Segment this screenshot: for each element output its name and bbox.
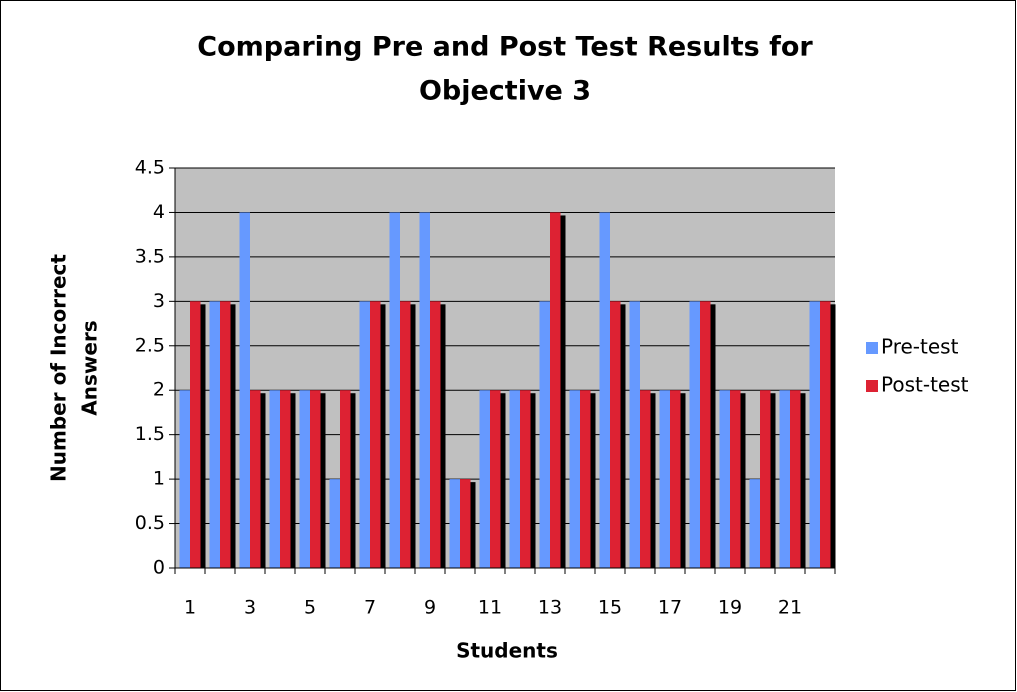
y-tick-label: 0	[153, 557, 165, 579]
bar	[299, 390, 310, 568]
bar	[329, 479, 340, 568]
x-tick-label: 15	[598, 597, 622, 619]
chart-title: Comparing Pre and Post Test Results for	[197, 32, 813, 63]
x-tick-label: 9	[424, 597, 436, 619]
x-tick-label: 19	[718, 597, 742, 619]
x-tick-label: 11	[478, 597, 502, 619]
bar	[730, 390, 741, 568]
bar	[430, 301, 441, 568]
bar-shadow	[680, 393, 686, 568]
chart-title: Objective 3	[419, 76, 591, 107]
bar	[520, 390, 531, 568]
bar-shadow	[530, 393, 536, 568]
bar-shadow	[620, 304, 626, 568]
bar	[449, 479, 460, 568]
bar-shadow	[740, 393, 746, 568]
bar-shadow	[320, 393, 326, 568]
bar	[280, 390, 291, 568]
legend-swatch	[866, 380, 878, 392]
bar	[340, 390, 351, 568]
bar	[359, 301, 370, 568]
bar	[779, 390, 790, 568]
bar	[629, 301, 640, 568]
y-tick-label: 4.5	[135, 157, 165, 179]
bar-shadow	[260, 393, 266, 568]
bar	[809, 301, 820, 568]
bar	[250, 390, 261, 568]
bar-shadow	[500, 393, 506, 568]
bar-shadow	[230, 304, 236, 568]
bar	[190, 301, 201, 568]
bar-shadow	[440, 304, 446, 568]
y-tick-label: 2.5	[135, 334, 165, 356]
bar	[269, 390, 280, 568]
bar-shadow	[710, 304, 716, 568]
bar	[490, 390, 501, 568]
bar	[389, 212, 400, 568]
bar	[220, 301, 231, 568]
y-tick-label: 0.5	[135, 512, 165, 534]
y-tick-label: 2	[153, 379, 165, 401]
bar	[749, 479, 760, 568]
bar	[239, 212, 250, 568]
x-axis-title: Students	[456, 639, 558, 663]
bar	[820, 301, 831, 568]
x-tick-label: 21	[778, 597, 802, 619]
bar	[640, 390, 651, 568]
x-tick-label: 13	[538, 597, 562, 619]
bar-shadow	[770, 393, 776, 568]
x-tick-label: 5	[304, 597, 316, 619]
legend-swatch	[866, 342, 878, 354]
bar	[670, 390, 681, 568]
bar	[689, 301, 700, 568]
bar	[790, 390, 801, 568]
x-tick-label: 1	[184, 597, 196, 619]
legend-label: Pre-test	[881, 335, 959, 359]
x-tick-label: 17	[658, 597, 682, 619]
bar	[569, 390, 580, 568]
bar-shadow	[830, 304, 836, 568]
y-tick-label: 3	[153, 290, 165, 312]
y-axis-title: Number of Incorrect	[47, 254, 71, 482]
bar	[400, 301, 411, 568]
bar-shadow	[380, 304, 386, 568]
bar	[509, 390, 520, 568]
y-tick-label: 1	[153, 468, 165, 490]
bar	[659, 390, 670, 568]
bar-shadow	[470, 482, 476, 568]
y-tick-label: 1.5	[135, 423, 165, 445]
bar-shadow	[350, 393, 356, 568]
bar	[580, 390, 591, 568]
bar	[310, 390, 321, 568]
bar	[479, 390, 490, 568]
bar-shadow	[200, 304, 206, 568]
bar	[700, 301, 711, 568]
y-tick-label: 3.5	[135, 245, 165, 267]
bar-shadow	[290, 393, 296, 568]
bar-shadow	[800, 393, 806, 568]
bar	[719, 390, 730, 568]
bar	[539, 301, 550, 568]
bar	[209, 301, 220, 568]
bar	[599, 212, 610, 568]
bar-shadow	[650, 393, 656, 568]
y-tick-label: 4	[153, 201, 165, 223]
bar	[419, 212, 430, 568]
bar-shadow	[410, 304, 416, 568]
x-tick-label: 3	[244, 597, 256, 619]
legend-label: Post-test	[881, 373, 969, 397]
bar	[610, 301, 621, 568]
bar	[460, 479, 471, 568]
bar	[370, 301, 381, 568]
bar-shadow	[590, 393, 596, 568]
y-axis-title: Answers	[78, 320, 102, 415]
bar	[760, 390, 771, 568]
bar	[179, 390, 190, 568]
x-tick-label: 7	[364, 597, 376, 619]
bar-shadow	[560, 215, 566, 568]
bar	[550, 212, 561, 568]
